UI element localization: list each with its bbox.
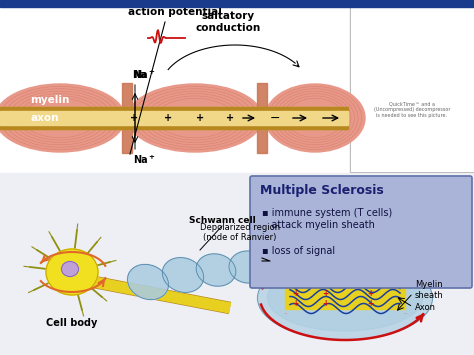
Bar [350, 7, 474, 172]
Text: Cell body: Cell body [46, 318, 98, 328]
Text: –: – [283, 280, 287, 286]
Text: +: + [148, 69, 154, 75]
Text: +: + [292, 299, 298, 307]
Ellipse shape [0, 84, 125, 152]
Text: +: + [367, 289, 373, 297]
Text: ▪ loss of signal: ▪ loss of signal [262, 246, 335, 256]
Bar [0, 7, 348, 172]
Text: Na: Na [133, 155, 147, 165]
Text: +: + [164, 113, 172, 123]
Bar [122, 83, 132, 153]
Ellipse shape [265, 84, 365, 152]
Text: +: + [226, 113, 234, 123]
Text: +: + [322, 289, 328, 297]
Ellipse shape [62, 262, 79, 277]
Bar [0, 107, 348, 129]
Text: +: + [130, 113, 138, 123]
Ellipse shape [257, 256, 432, 340]
Text: QuickTime™ and a
(Uncompressed) decompressor
is needed to see this picture.: QuickTime™ and a (Uncompressed) decompre… [374, 102, 450, 118]
Ellipse shape [46, 249, 98, 295]
Bar [0, 173, 474, 355]
Text: Multiple Sclerosis: Multiple Sclerosis [260, 184, 384, 197]
Bar [0, 125, 348, 129]
Text: Schwann cell: Schwann cell [189, 216, 255, 225]
Bar [0, 107, 348, 111]
Text: ▪ immune system (T cells)
   attack myelin sheath: ▪ immune system (T cells) attack myelin … [262, 208, 392, 230]
Ellipse shape [267, 265, 422, 331]
Text: +: + [148, 154, 154, 160]
FancyBboxPatch shape [250, 176, 472, 288]
Text: saltatory
conduction: saltatory conduction [195, 11, 261, 33]
Ellipse shape [229, 251, 267, 283]
Text: action potential: action potential [128, 7, 222, 17]
Text: +: + [196, 113, 204, 123]
Text: Myelin
sheath: Myelin sheath [415, 280, 444, 300]
Text: axon: axon [30, 113, 58, 123]
Ellipse shape [128, 84, 263, 152]
Text: −: − [270, 111, 280, 125]
Bar [350, 7, 474, 172]
Ellipse shape [128, 264, 168, 300]
Ellipse shape [196, 254, 236, 286]
Text: Na: Na [133, 70, 147, 80]
Text: Na: Na [132, 70, 146, 80]
Text: +: + [367, 299, 373, 307]
Text: –: – [403, 280, 407, 286]
Bar [257, 83, 267, 153]
Text: +: + [292, 289, 298, 297]
Text: Depolarized region
(node of Ranvier): Depolarized region (node of Ranvier) [200, 223, 280, 242]
Bar [0, 111, 348, 125]
Text: myelin: myelin [30, 95, 69, 105]
Ellipse shape [163, 258, 204, 293]
Bar [285, 287, 405, 309]
Text: –: – [283, 310, 287, 316]
Text: +: + [322, 299, 328, 307]
Text: Axon: Axon [415, 302, 436, 311]
Text: –: – [403, 310, 407, 316]
Bar [0, 0, 474, 7]
